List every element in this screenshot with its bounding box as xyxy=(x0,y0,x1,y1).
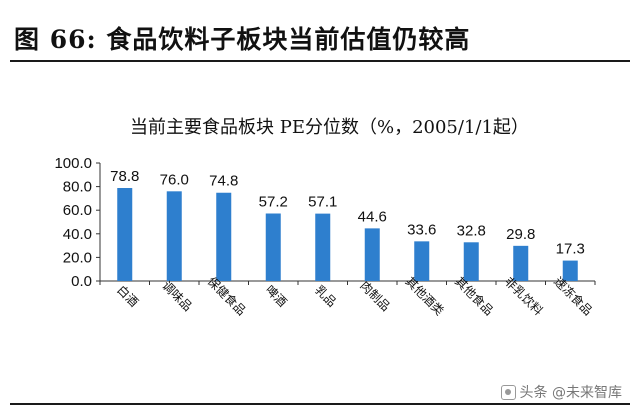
bar-value-label: 33.6 xyxy=(407,221,436,238)
y-tick-label: 40.0 xyxy=(63,226,92,243)
bar-value-label: 29.8 xyxy=(506,226,535,243)
chart-title: 当前主要食品板块 PE分位数（%，2005/1/1起） xyxy=(130,117,529,138)
bar xyxy=(463,242,479,281)
bar-value-label: 76.0 xyxy=(160,171,189,188)
bar-value-label: 17.3 xyxy=(556,241,585,258)
x-category-label: 肉制品 xyxy=(357,278,392,313)
bottom-rule xyxy=(10,403,630,405)
bar-value-label: 44.6 xyxy=(358,208,387,225)
bar-value-label: 57.2 xyxy=(259,194,288,211)
x-category-label: 调味品 xyxy=(159,278,194,313)
y-tick-label: 0.0 xyxy=(71,273,92,290)
bar-value-label: 32.8 xyxy=(457,222,486,239)
bar xyxy=(414,241,430,281)
bar xyxy=(166,191,182,281)
bar xyxy=(315,213,331,281)
figure-title: 图 66: 食品饮料子板块当前估值仍较高 xyxy=(14,25,471,54)
bar xyxy=(265,213,281,281)
bar-value-label: 78.8 xyxy=(110,168,139,185)
bar-value-label: 74.8 xyxy=(209,173,238,190)
bar xyxy=(513,245,529,281)
x-category-label: 啤酒 xyxy=(263,282,291,310)
bar xyxy=(364,228,380,281)
bar-value-label: 57.1 xyxy=(308,194,337,211)
bar xyxy=(562,260,578,281)
bar xyxy=(216,192,232,281)
y-tick-label: 100.0 xyxy=(54,155,92,172)
y-tick-label: 60.0 xyxy=(63,202,92,219)
bar xyxy=(117,188,133,281)
toutiao-logo-icon xyxy=(500,384,516,400)
watermark: 头条 @未来智库 xyxy=(500,382,622,402)
x-category-label: 乳品 xyxy=(312,283,339,310)
title-rule xyxy=(10,60,630,62)
y-tick-label: 20.0 xyxy=(63,249,92,266)
watermark-text: 头条 @未来智库 xyxy=(519,385,622,401)
y-tick-label: 80.0 xyxy=(63,179,92,196)
x-category-label: 白酒 xyxy=(114,282,142,310)
